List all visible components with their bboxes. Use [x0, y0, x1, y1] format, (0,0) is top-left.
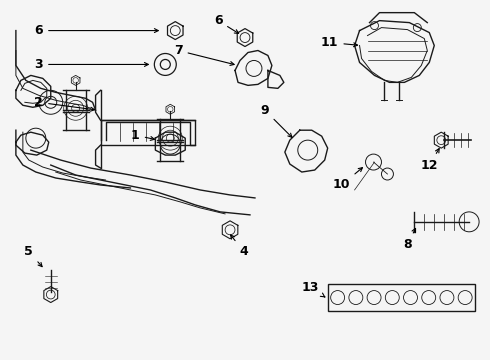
Text: 8: 8 — [403, 228, 416, 251]
Text: 5: 5 — [24, 245, 42, 267]
Text: 1: 1 — [131, 129, 154, 142]
Text: 9: 9 — [261, 104, 292, 137]
Text: 12: 12 — [420, 149, 439, 172]
Text: 11: 11 — [321, 36, 358, 49]
Text: 13: 13 — [302, 281, 325, 297]
Text: 3: 3 — [34, 58, 148, 71]
Bar — [328, 284, 475, 311]
Text: 4: 4 — [231, 235, 248, 258]
Text: 6: 6 — [34, 24, 158, 37]
Text: 6: 6 — [214, 14, 239, 33]
Text: 7: 7 — [174, 44, 234, 66]
Text: 10: 10 — [333, 168, 363, 192]
Text: 2: 2 — [34, 96, 95, 111]
